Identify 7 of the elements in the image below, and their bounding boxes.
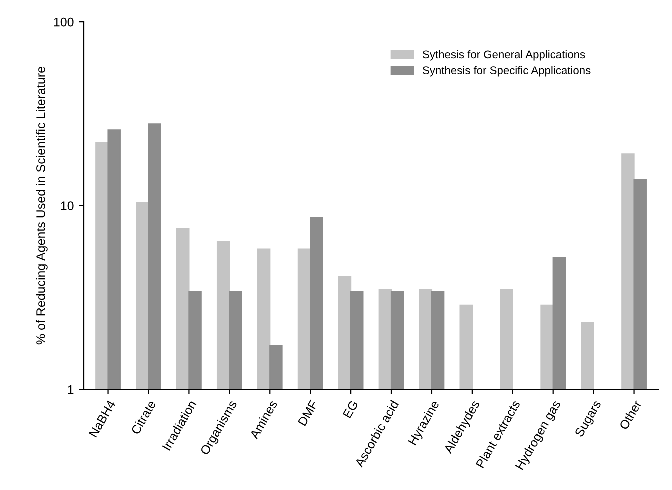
y-tick-label: 10 bbox=[61, 202, 74, 210]
legend-label: Sythesis for General Applications bbox=[423, 50, 586, 61]
y-tick-label: 100 bbox=[54, 18, 74, 27]
y-axis-title: % of Reducing Agents Used in Scientific Literature bbox=[36, 67, 48, 345]
y-tick-label: 1 bbox=[68, 385, 74, 394]
x-tick-label: EG bbox=[342, 400, 359, 419]
legend-label: Synthesis for Specific Applications bbox=[423, 66, 591, 77]
